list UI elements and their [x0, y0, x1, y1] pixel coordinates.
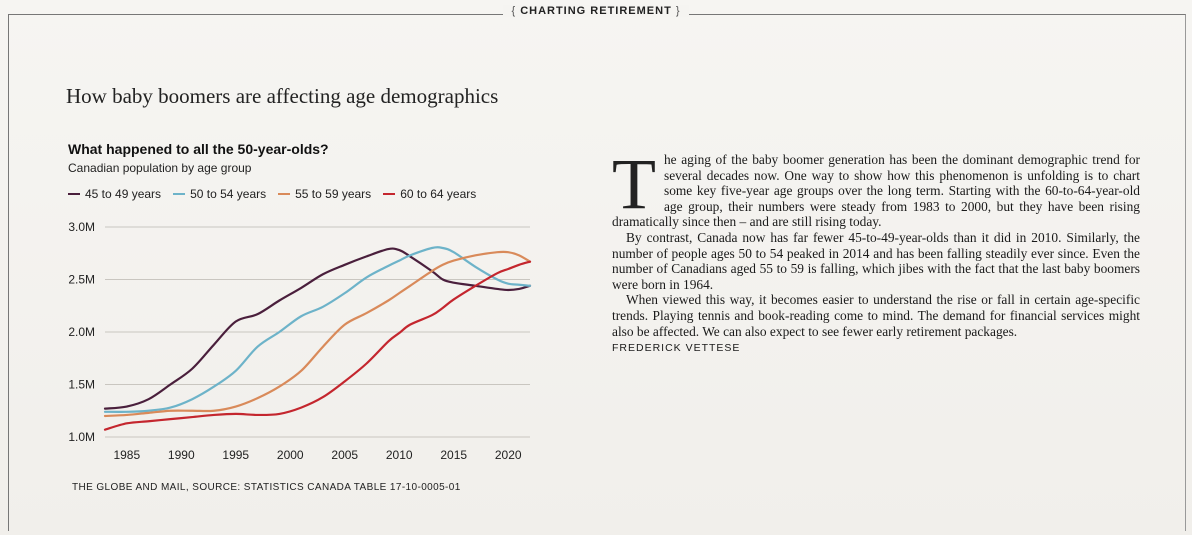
- series-line-1: [103, 246, 532, 413]
- legend-item-60-64: 60 to 64 years: [383, 187, 476, 201]
- x-tick-label: 2000: [277, 448, 304, 462]
- y-tick-label: 3.0M: [68, 220, 95, 234]
- section-header: { CHARTING RETIREMENT }: [0, 5, 1192, 17]
- legend-item-45-49: 45 to 49 years: [68, 187, 161, 201]
- series-line-2: [103, 250, 532, 418]
- x-tick-label: 2020: [495, 448, 522, 462]
- legend-item-50-54: 50 to 54 years: [173, 187, 266, 201]
- legend-label: 45 to 49 years: [85, 187, 162, 201]
- chart-subtitle: Canadian population by age group: [68, 161, 252, 175]
- x-tick-label: 2010: [386, 448, 413, 462]
- chart-legend: 45 to 49 years 50 to 54 years 55 to 59 y…: [68, 187, 476, 201]
- x-tick-label: 1985: [113, 448, 140, 462]
- byline: FREDERICK VETTESE: [612, 342, 741, 355]
- x-tick-label: 2005: [331, 448, 358, 462]
- legend-swatch: [173, 193, 186, 195]
- legend-label: 50 to 54 years: [190, 187, 267, 201]
- legend-item-55-59: 55 to 59 years: [278, 187, 371, 201]
- chart-title: What happened to all the 50-year-olds?: [68, 141, 329, 157]
- headline: How baby boomers are affecting age demog…: [66, 84, 499, 108]
- legend-label: 55 to 59 years: [295, 187, 372, 201]
- legend-swatch: [278, 193, 291, 195]
- dropcap: T: [612, 144, 656, 224]
- series-line-0: [103, 247, 532, 410]
- series-line-3: [103, 260, 532, 431]
- line-chart: 1.0M 1.5M 2.0M 2.5M 3.0M 1985 1990 1995 2000 2005…: [68, 220, 532, 462]
- x-tick-label: 1990: [168, 448, 195, 462]
- y-tick-label: 2.0M: [68, 325, 95, 339]
- legend-swatch: [68, 193, 80, 195]
- x-tick-label: 2015: [440, 448, 467, 462]
- section-header-label: CHARTING RETIREMENT: [520, 5, 672, 17]
- chart-source: THE GLOBE AND MAIL, SOURCE: STATISTICS C…: [72, 482, 461, 493]
- legend-label: 60 to 64 years: [400, 187, 477, 201]
- article-paragraph: By contrast, Canada now has far fewer 45…: [612, 229, 1140, 292]
- x-tick-label: 1995: [222, 448, 249, 462]
- y-tick-label: 2.5M: [68, 273, 95, 287]
- y-tick-label: 1.0M: [68, 430, 95, 444]
- y-tick-label: 1.5M: [68, 378, 95, 392]
- paragraph-text: he aging of the baby boomer generation h…: [612, 152, 1140, 230]
- article-paragraph: When viewed this way, it becomes easier …: [612, 292, 1140, 339]
- legend-swatch: [383, 193, 396, 195]
